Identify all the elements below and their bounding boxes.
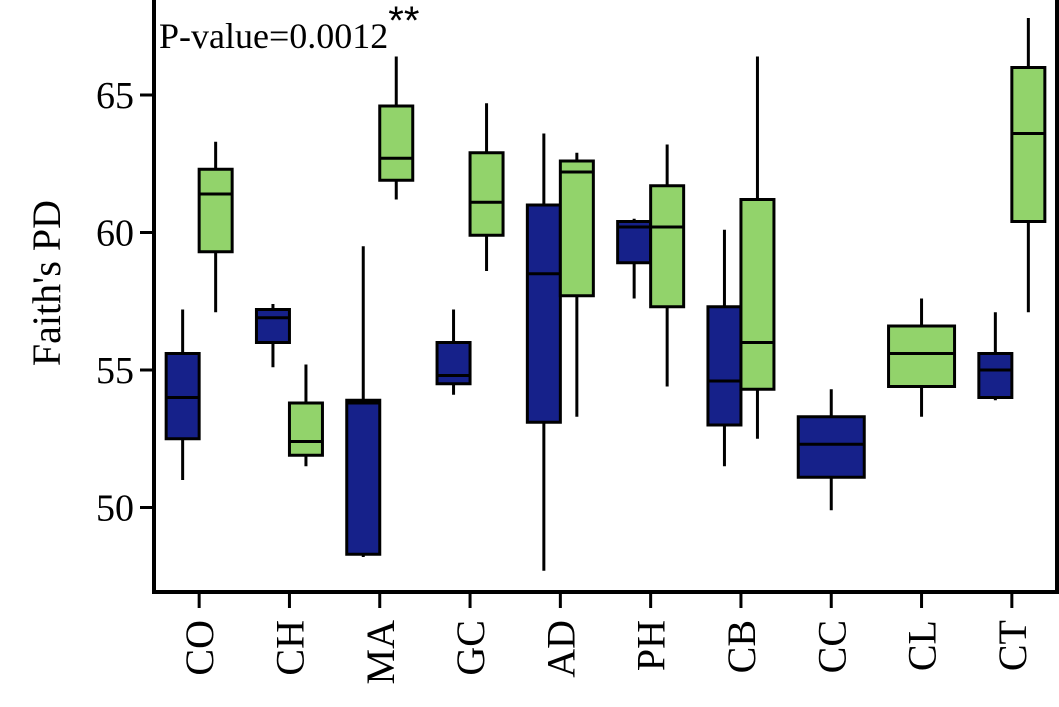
x-tick-label-ch: CH (267, 620, 312, 676)
box-green-ph (649, 144, 686, 387)
box-blue-cb (706, 229, 743, 467)
significance-mark: ** (388, 0, 419, 43)
box-green-gc (468, 103, 505, 271)
box-green-co (197, 141, 234, 313)
x-tick-label-ph: PH (629, 620, 674, 671)
box-blue-gc (435, 309, 472, 395)
box-green-ct (1010, 18, 1047, 313)
box-blue-ch (254, 304, 291, 368)
box-iqr (197, 167, 234, 254)
x-tick-label-co: CO (177, 620, 222, 676)
box-iqr (706, 305, 743, 427)
x-tick-label-gc: GC (448, 620, 493, 676)
box-iqr (558, 159, 595, 298)
box-blue-co (164, 309, 201, 480)
y-ticks: 50 55 60 65 (96, 75, 154, 530)
box-iqr (525, 203, 562, 424)
box-iqr (1010, 66, 1047, 223)
plot-frame (152, 0, 1059, 594)
y-tick-label: 50 (96, 488, 134, 530)
box-blue-ma (345, 246, 382, 557)
box-iqr (287, 401, 324, 457)
box-blue-cc (796, 389, 866, 511)
box-iqr (435, 341, 472, 386)
y-tick-label: 65 (96, 75, 134, 117)
y-tick-label: 60 (96, 213, 134, 255)
box-green-ch (287, 364, 324, 467)
boxes (164, 18, 1047, 571)
x-tick-label-cb: CB (719, 620, 764, 673)
box-iqr (977, 352, 1014, 399)
x-tick-label-ma: MA (358, 620, 403, 685)
box-green-ma (378, 56, 415, 200)
box-blue-ph (616, 218, 653, 299)
box-iqr (378, 104, 415, 182)
y-axis-label: Faith's PD (24, 200, 69, 366)
y-tick-label: 55 (96, 350, 134, 392)
box-green-cl (887, 298, 957, 417)
box-iqr (796, 415, 866, 479)
p-value-text: P-value=0.0012 (159, 16, 388, 56)
box-iqr (254, 308, 291, 344)
box-iqr (345, 398, 382, 556)
x-tick-label-ct: CT (990, 620, 1035, 671)
x-tick-label-cl: CL (900, 620, 945, 671)
x-tick-label-cc: CC (809, 620, 854, 673)
p-value-annotation: P-value=0.0012** (159, 0, 419, 56)
box-blue-ad (525, 133, 562, 571)
box-green-ad (558, 152, 595, 417)
box-blue-ct (977, 312, 1014, 401)
y-axis: Faith's PD 50 55 60 65 (24, 75, 154, 530)
box-iqr (739, 198, 776, 391)
x-ticks: CO CH MA GC AD PH CB CC CL CT (177, 592, 1035, 684)
x-tick-label-ad: AD (538, 620, 583, 678)
box-iqr (887, 324, 957, 388)
box-green-cb (739, 56, 776, 439)
box-iqr (649, 184, 686, 309)
box-iqr (468, 151, 505, 237)
